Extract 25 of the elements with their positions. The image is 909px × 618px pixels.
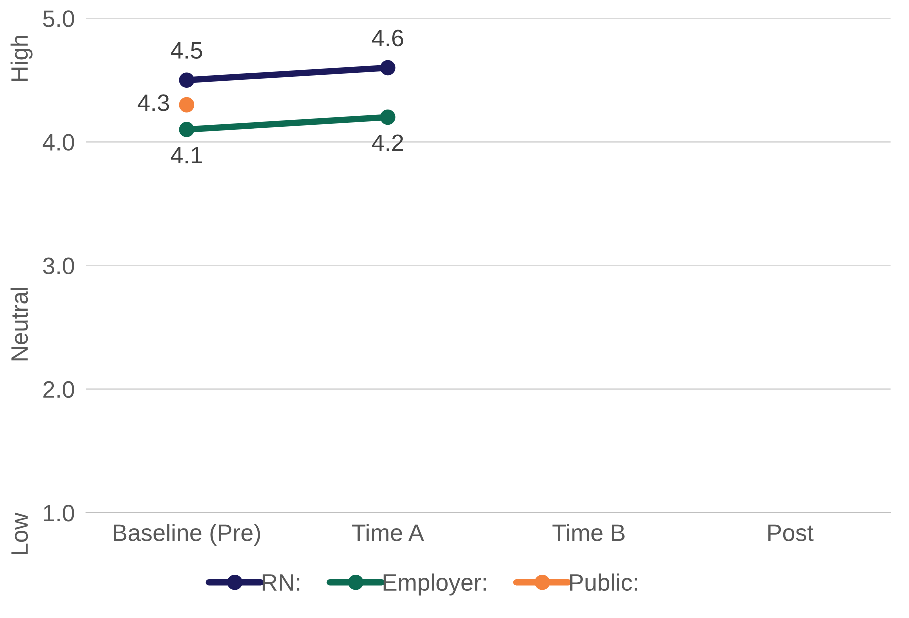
y-tick-label: 3.0 (43, 258, 74, 275)
text: Neutral (10, 288, 28, 361)
x-tick-label: Time B (552, 524, 625, 542)
text: High (10, 36, 33, 82)
x-tick-label: Post (768, 524, 814, 542)
y-tick-label: 1.0 (44, 505, 74, 522)
data-label: 4.2 (372, 134, 404, 152)
point (380, 110, 396, 126)
x-tick-label: Baseline (Pre) (114, 524, 260, 546)
legend-label: RN: (262, 574, 300, 591)
data-label: 4.1 (171, 147, 202, 164)
point (179, 72, 195, 88)
text: Low (12, 512, 28, 554)
x-tick-label: Time A (352, 524, 424, 542)
point (179, 97, 195, 113)
y-tick-label: 4.0 (42, 134, 74, 151)
point (179, 122, 195, 138)
legend-label: Public: (570, 574, 638, 592)
data-label: 4.5 (171, 42, 202, 60)
data-label: 4.3 (138, 94, 170, 112)
data-label: 4.6 (372, 30, 404, 47)
point (380, 60, 396, 76)
y-tick-label: 5.0 (43, 10, 74, 28)
legend-label: Employer: (384, 574, 486, 596)
y-tick-label: 2.0 (44, 381, 74, 398)
